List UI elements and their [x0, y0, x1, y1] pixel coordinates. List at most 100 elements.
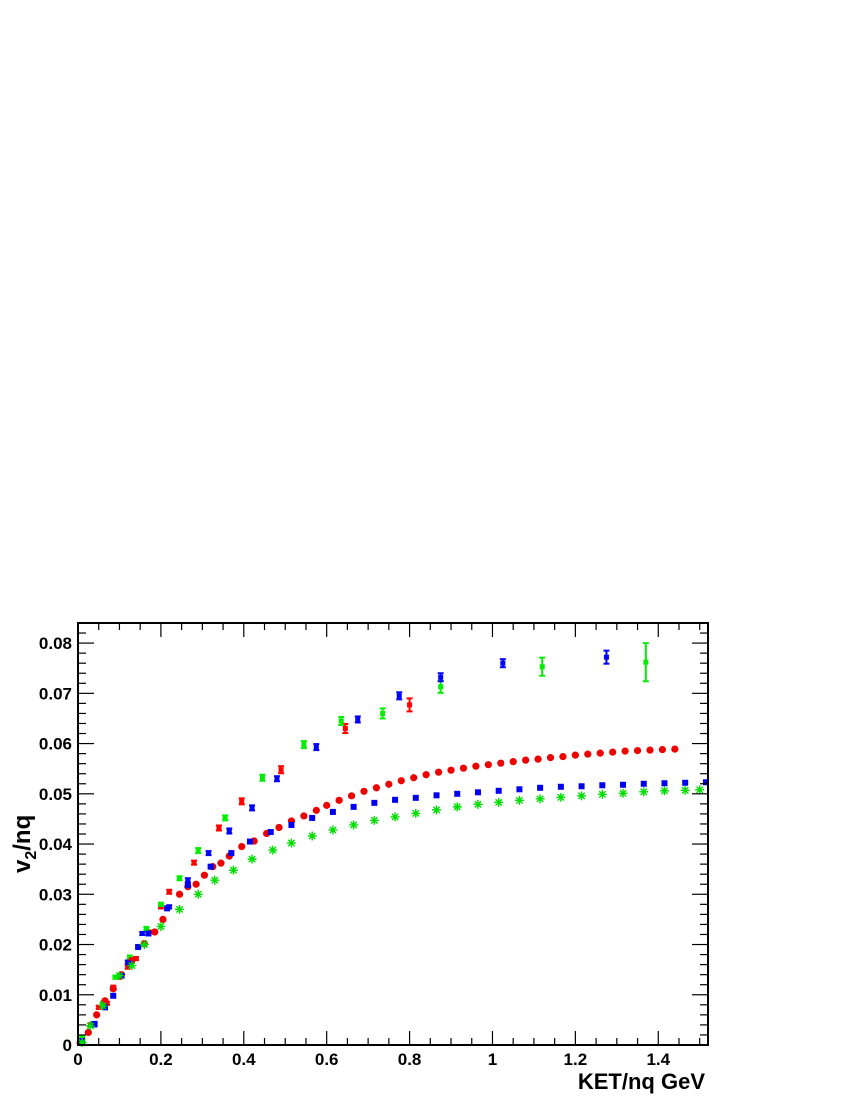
data-point — [96, 1004, 102, 1010]
data-point — [680, 785, 690, 795]
data-point — [396, 693, 402, 699]
data-point — [342, 726, 348, 731]
series-3 — [76, 745, 679, 1047]
y-tick-label: 0.07 — [39, 684, 72, 703]
data-point — [559, 753, 567, 761]
data-point — [156, 921, 166, 931]
data-point — [247, 854, 257, 864]
data-point — [164, 905, 171, 912]
data-point — [226, 828, 232, 834]
data-point — [643, 659, 649, 665]
data-point — [411, 808, 421, 818]
x-tick-label: 0.8 — [398, 1050, 422, 1069]
data-point — [516, 786, 523, 793]
data-point — [390, 812, 400, 822]
data-point — [175, 904, 185, 914]
data-point — [659, 786, 669, 796]
series-1 — [79, 642, 649, 1040]
x-tick-label: 1 — [488, 1050, 497, 1069]
data-point — [671, 745, 679, 753]
data-point — [338, 718, 344, 724]
data-point — [249, 805, 255, 811]
data-point — [158, 901, 164, 907]
data-point — [77, 1037, 87, 1047]
data-point — [177, 875, 183, 881]
data-point — [127, 961, 137, 971]
x-tick-label: 1.4 — [646, 1050, 670, 1069]
data-point — [452, 802, 462, 812]
data-point — [110, 992, 117, 999]
data-point — [539, 664, 545, 670]
data-point — [193, 889, 203, 899]
plot-frame — [77, 622, 709, 1046]
data-point — [274, 776, 280, 782]
series-4 — [79, 779, 709, 1044]
x-tick-label: 0 — [73, 1050, 82, 1069]
data-point — [286, 838, 296, 848]
data-point — [454, 790, 461, 797]
data-point — [535, 794, 545, 804]
data-point — [259, 775, 265, 781]
data-point — [639, 787, 649, 797]
data-point — [578, 783, 585, 790]
data-point — [397, 777, 405, 785]
data-point — [433, 792, 440, 799]
data-point — [571, 751, 579, 759]
data-point — [151, 928, 159, 936]
x-tick-label: 0.2 — [149, 1050, 173, 1069]
data-point — [335, 796, 343, 804]
data-point — [372, 784, 381, 792]
series-5 — [77, 785, 705, 1047]
data-point — [534, 755, 542, 763]
axes: 0 0.2 0.4 0.6 0.8 1 1.2 1.4 0 0.01 0.02 0.03 0.04 0.0… — [39, 622, 708, 1069]
data-point — [175, 890, 184, 898]
data-point — [139, 940, 149, 950]
data-point — [494, 797, 504, 807]
data-point — [309, 814, 316, 821]
data-point — [599, 782, 606, 789]
data-point — [85, 1021, 95, 1031]
data-point — [349, 820, 359, 830]
data-point — [695, 785, 705, 795]
data-point — [633, 747, 642, 755]
data-point — [98, 1001, 108, 1011]
data-point — [360, 787, 368, 795]
data-point — [228, 850, 235, 857]
data-point — [646, 746, 654, 754]
data-point — [313, 744, 319, 750]
data-point — [222, 815, 228, 821]
data-point — [312, 806, 320, 814]
data-point — [412, 794, 419, 801]
y-axis-label-subscript: 2 — [23, 851, 40, 860]
data-point — [474, 789, 481, 796]
data-point — [109, 985, 117, 993]
data-point — [577, 791, 587, 801]
data-point — [371, 799, 378, 806]
data-point — [323, 801, 331, 809]
x-tick-label: 0.4 — [232, 1050, 256, 1069]
data-point — [217, 859, 225, 867]
data-point — [112, 974, 118, 980]
data-point — [133, 956, 139, 962]
data-point — [369, 815, 379, 825]
data-point — [329, 808, 336, 815]
data-point — [350, 803, 357, 810]
data-point — [191, 860, 197, 866]
data-point — [459, 764, 468, 772]
x-tick-label: 1.2 — [564, 1050, 588, 1069]
data-point — [621, 747, 629, 755]
data-point — [84, 1028, 92, 1037]
data-point — [392, 796, 399, 803]
y-axis-label: v2/nq — [9, 815, 40, 873]
data-point — [135, 944, 142, 951]
data-point — [410, 774, 418, 782]
data-point — [210, 875, 220, 885]
data-point — [267, 828, 274, 835]
data-point — [495, 787, 502, 794]
data-point — [603, 654, 609, 660]
data-point — [143, 925, 149, 931]
y-axis-label-rest: /nq — [9, 815, 36, 851]
data-point — [347, 792, 356, 800]
data-point — [432, 805, 442, 815]
data-point — [145, 930, 152, 937]
